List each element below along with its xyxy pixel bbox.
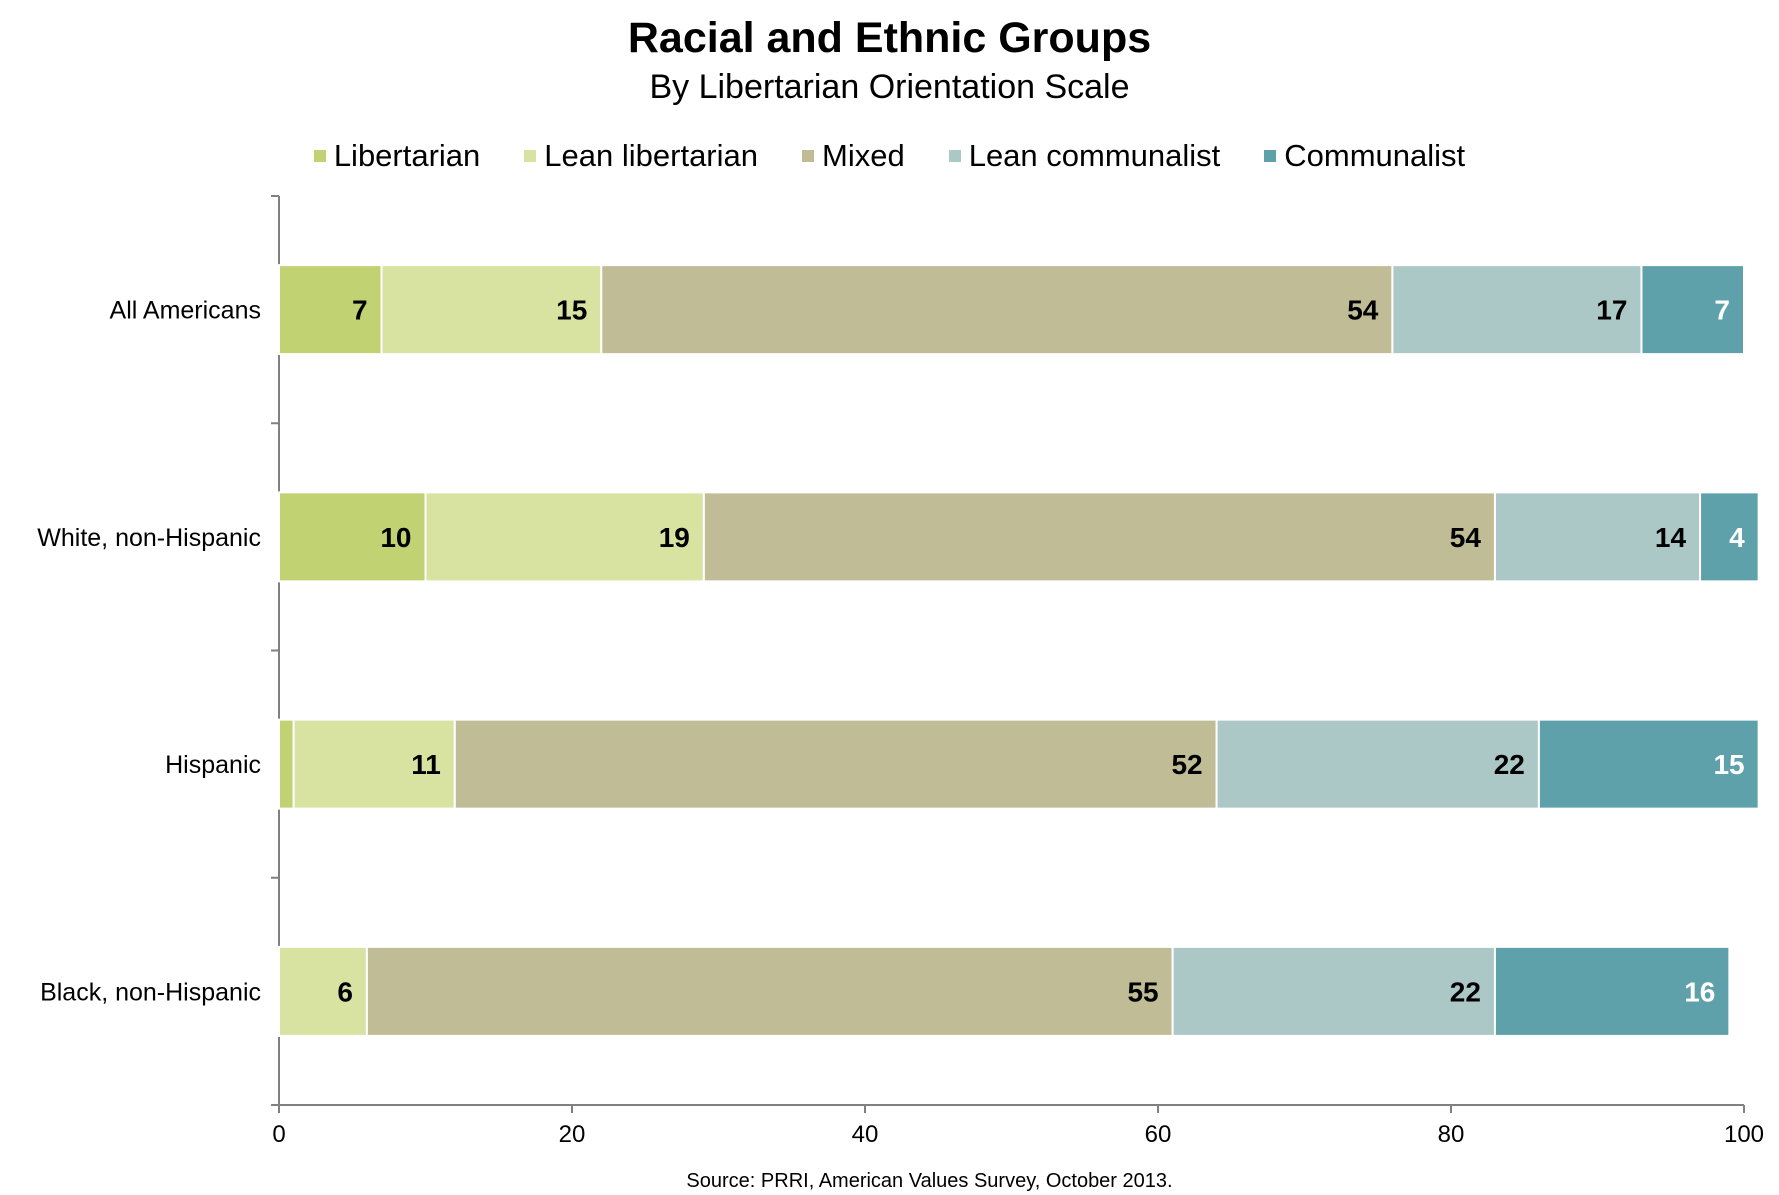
legend-item-libertarian: Libertarian: [313, 138, 481, 174]
plot-area: 0 20 40 60 80 100 All Americans 7 15 54 17 7 White, …: [37, 195, 1764, 1148]
legend-swatch-lean-communalist: [948, 150, 961, 162]
bar-lean-communalist-white-non-hispanic: [1493, 491, 1702, 583]
bar-mixed-black-non-hispanic: [365, 945, 1174, 1037]
legend-label-libertarian: Libertarian: [333, 138, 481, 173]
data-label-lean-libertarian-hispanic: 11: [411, 749, 441, 780]
category-label: All Americans: [110, 297, 261, 325]
bar-libertarian-white-non-hispanic: [278, 491, 427, 583]
bar-communalist-hispanic: [1537, 718, 1760, 810]
x-tick-label: 80: [1438, 1121, 1465, 1148]
data-label-communalist-hispanic: 15: [1713, 749, 1744, 780]
data-label-communalist-black-non-hispanic: 16: [1684, 976, 1715, 1007]
data-label-mixed-white-non-hispanic: 54: [1450, 522, 1482, 553]
x-tick-label: 40: [852, 1121, 879, 1148]
data-label-libertarian-white-non-hispanic: 10: [380, 522, 411, 553]
category-label: Black, non-Hispanic: [40, 978, 261, 1006]
bar-lean-communalist-black-non-hispanic: [1171, 945, 1496, 1037]
x-tick-label: 100: [1724, 1121, 1764, 1148]
bar-lean-communalist-hispanic: [1215, 718, 1540, 810]
legend-label-lean-communalist: Lean communalist: [968, 138, 1221, 173]
bar-lean-libertarian-white-non-hispanic: [424, 491, 705, 583]
category-label: White, non-Hispanic: [37, 524, 261, 552]
data-label-communalist-white-non-hispanic: 4: [1729, 522, 1745, 553]
x-tick-label: 60: [1145, 1121, 1172, 1148]
x-tick-label: 20: [559, 1121, 586, 1148]
bar-libertarian-hispanic: [278, 718, 295, 810]
chart-subtitle: By Libertarian Orientation Scale: [649, 68, 1130, 106]
bar-mixed-all-americans: [600, 264, 1394, 356]
bar-lean-libertarian-hispanic: [292, 718, 456, 810]
bar-mixed-hispanic: [453, 718, 1218, 810]
bar-lean-communalist-all-americans: [1391, 264, 1643, 356]
legend-label-lean-libertarian: Lean libertarian: [544, 138, 758, 173]
data-label-mixed-hispanic: 52: [1171, 749, 1202, 780]
bar-lean-libertarian-black-non-hispanic: [278, 945, 368, 1037]
data-label-lean-communalist-black-non-hispanic: 22: [1450, 976, 1481, 1007]
data-label-mixed-black-non-hispanic: 55: [1127, 976, 1158, 1007]
legend-swatch-libertarian: [313, 150, 326, 162]
x-tick-label: 0: [272, 1121, 285, 1148]
legend-label-mixed: Mixed: [822, 138, 905, 173]
legend-item-communalist: Communalist: [1264, 138, 1465, 174]
legend-swatch-communalist: [1264, 150, 1277, 162]
data-label-lean-communalist-hispanic: 22: [1494, 749, 1525, 780]
bar-lean-libertarian-all-americans: [380, 264, 603, 356]
data-label-lean-libertarian-white-non-hispanic: 19: [659, 522, 690, 553]
data-label-lean-libertarian-black-non-hispanic: 6: [337, 976, 353, 1007]
legend: Libertarian Lean libertarian Mixed Lean com…: [0, 136, 1779, 176]
bar-communalist-all-americans: [1640, 264, 1745, 356]
source-note: Source: PRRI, American Values Survey, Oc…: [686, 1170, 1173, 1192]
data-label-mixed-all-americans: 54: [1347, 295, 1379, 326]
bar-communalist-black-non-hispanic: [1493, 945, 1731, 1037]
data-label-libertarian-all-americans: 7: [352, 295, 368, 326]
chart-title: Racial and Ethnic Groups: [627, 14, 1152, 62]
data-label-lean-libertarian-all-americans: 15: [556, 295, 587, 326]
legend-swatch-lean-libertarian: [524, 150, 537, 162]
data-label-lean-communalist-all-americans: 17: [1596, 295, 1627, 326]
bar-communalist-white-non-hispanic: [1699, 491, 1760, 583]
legend-label-communalist: Communalist: [1284, 138, 1466, 173]
bar-mixed-white-non-hispanic: [702, 491, 1496, 583]
data-label-communalist-all-americans: 7: [1714, 295, 1730, 326]
category-label: Hispanic: [165, 751, 261, 779]
legend-swatch-mixed: [802, 150, 814, 162]
legend-item-lean-libertarian: Lean libertarian: [524, 138, 758, 174]
legend-item-mixed: Mixed: [802, 138, 905, 174]
legend-item-lean-communalist: Lean communalist: [948, 138, 1221, 174]
data-label-lean-communalist-white-non-hispanic: 14: [1655, 522, 1687, 553]
